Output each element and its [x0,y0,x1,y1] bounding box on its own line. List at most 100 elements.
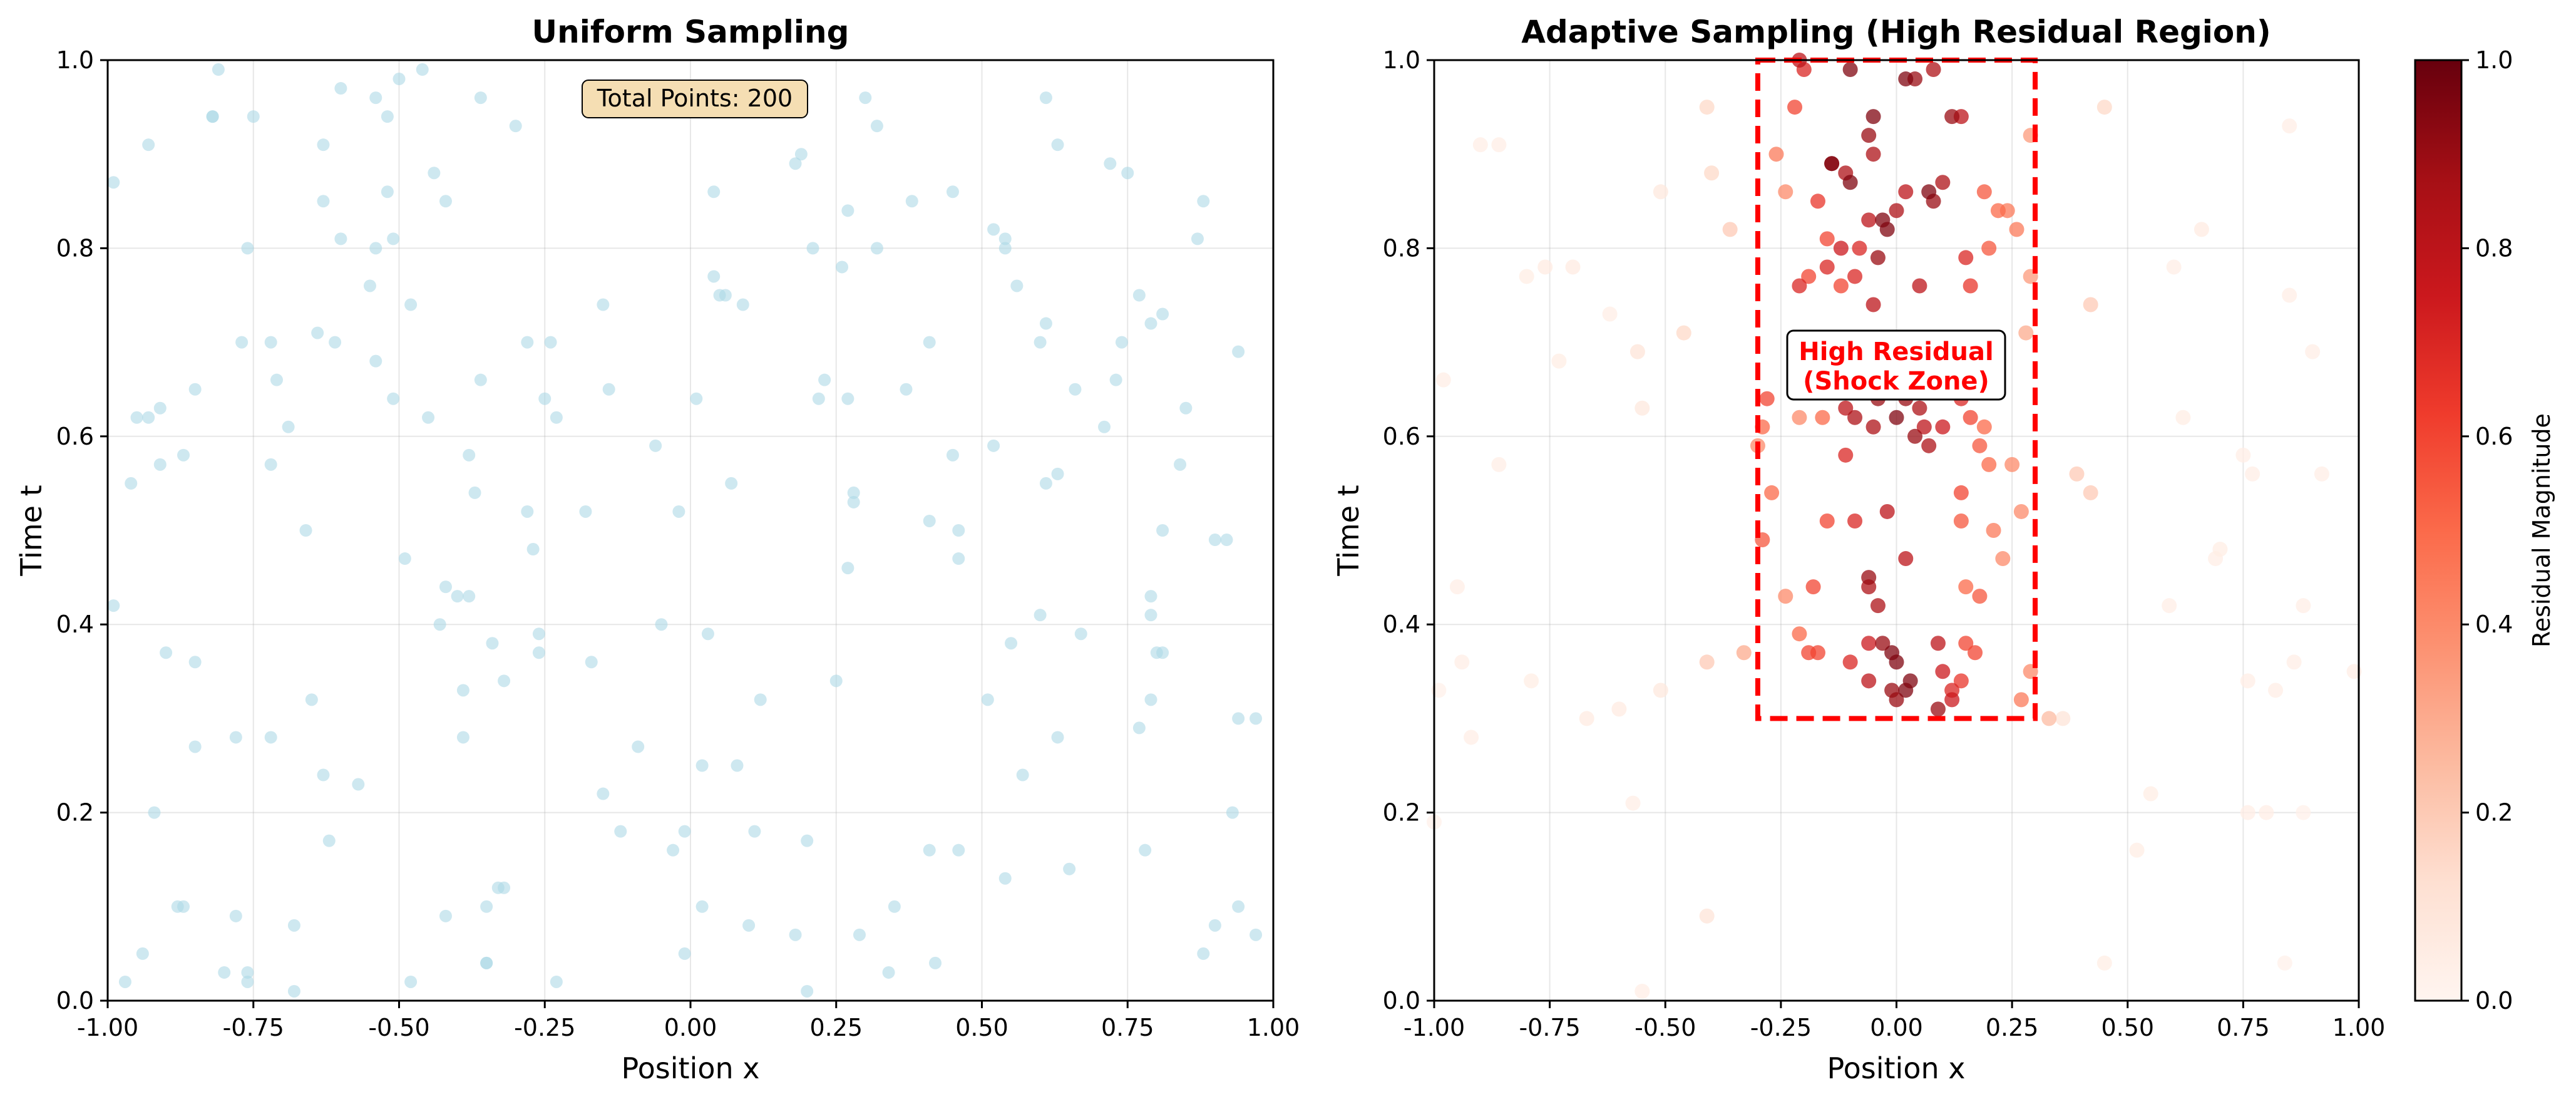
data-point [509,120,522,133]
data-point [1819,231,1835,247]
data-point [188,656,202,669]
y-tick-label-left: 0.8 [56,234,94,262]
colorbar-tick-label: 0.4 [2475,611,2513,638]
data-point [1976,419,1992,435]
colorbar-tick-label: 0.6 [2475,423,2513,450]
data-point [1930,701,1946,717]
data-point [1801,269,1817,284]
data-point [369,91,382,105]
data-point [2083,297,2098,312]
data-point [1132,289,1146,302]
data-point [1792,410,1807,425]
data-point [1963,278,1978,294]
data-point [1039,477,1052,490]
data-point [317,195,330,208]
data-point [2129,842,2145,858]
data-point [474,373,487,386]
data-point [177,900,190,913]
data-point [317,768,330,782]
data-point [841,562,854,575]
data-point [1870,250,1886,266]
adaptive-points [1427,53,2362,999]
data-point [532,646,545,659]
data-point [544,336,557,349]
data-point [987,223,1000,236]
data-point [136,947,149,960]
data-point [2296,598,2311,614]
data-point [1981,240,1997,256]
data-point [1898,551,1914,567]
data-point [468,486,481,499]
chart-title-right: Adaptive Sampling (High Residual Region) [1521,14,2271,50]
data-point [946,185,959,199]
data-point [1104,157,1117,170]
data-point [1976,184,1992,200]
data-point [2009,222,2024,237]
data-point [1968,645,1983,661]
data-point [1972,589,1988,604]
data-point [1833,240,1849,256]
data-point [1699,654,1715,670]
data-point [1611,701,1627,717]
data-point [888,900,901,913]
data-point [900,383,913,396]
data-point [439,909,452,922]
data-point [1953,673,1969,689]
data-point [707,185,721,199]
data-point [2143,786,2158,802]
data-point [107,176,120,189]
chart-title-left: Uniform Sampling [532,14,849,50]
data-point [1051,731,1064,744]
data-point [1935,419,1951,435]
x-tick-label-right: 0.25 [1986,1014,2039,1041]
data-point [153,458,167,471]
data-point [142,138,155,152]
x-tick-label-right: -0.25 [1750,1014,1812,1041]
data-point [521,505,534,518]
data-point [2286,654,2302,670]
data-point [818,373,831,386]
data-point [1722,222,1738,237]
data-point [305,693,318,706]
data-point [107,599,120,612]
data-point [1819,513,1835,529]
data-point [311,326,324,339]
data-point [1208,919,1221,932]
total-points-annotation: Total Points: 200 [582,80,808,118]
data-point [381,110,394,123]
data-point [2069,466,2085,482]
data-point [188,383,202,396]
data-point [387,392,400,405]
data-point [264,731,277,744]
colorbar-tick-label: 0.0 [2475,987,2513,1014]
data-point [597,298,610,311]
data-point [2305,344,2321,359]
data-point [1861,673,1877,689]
data-point [742,919,756,932]
data-point [1208,534,1221,547]
data-point [229,731,242,744]
data-point [125,477,138,490]
y-tick-label-left: 0.6 [56,423,94,450]
data-point [1491,137,1507,153]
data-point [2235,447,2251,463]
data-point [148,806,161,819]
data-point [1879,503,1895,519]
data-point [480,956,493,969]
data-point [1981,457,1997,472]
data-point [1144,609,1157,622]
x-tick-label-left: 1.00 [1247,1014,1300,1041]
data-point [352,778,365,791]
data-point [1629,344,1645,359]
data-point [451,590,464,603]
data-point [952,524,965,537]
y-tick-label-right: 0.6 [1383,423,1420,450]
data-point [1435,372,1451,388]
data-point [188,740,202,753]
data-point [2194,222,2209,237]
colorbar-tick-label: 0.2 [2475,799,2513,827]
data-point [870,120,883,133]
data-point [695,900,709,913]
data-point [1865,419,1881,435]
axis-ticks-left: -1.00 -0.75 -0.50 -0.25 0.00 0.25 0.50 0.75 1.00… [56,46,1300,1041]
